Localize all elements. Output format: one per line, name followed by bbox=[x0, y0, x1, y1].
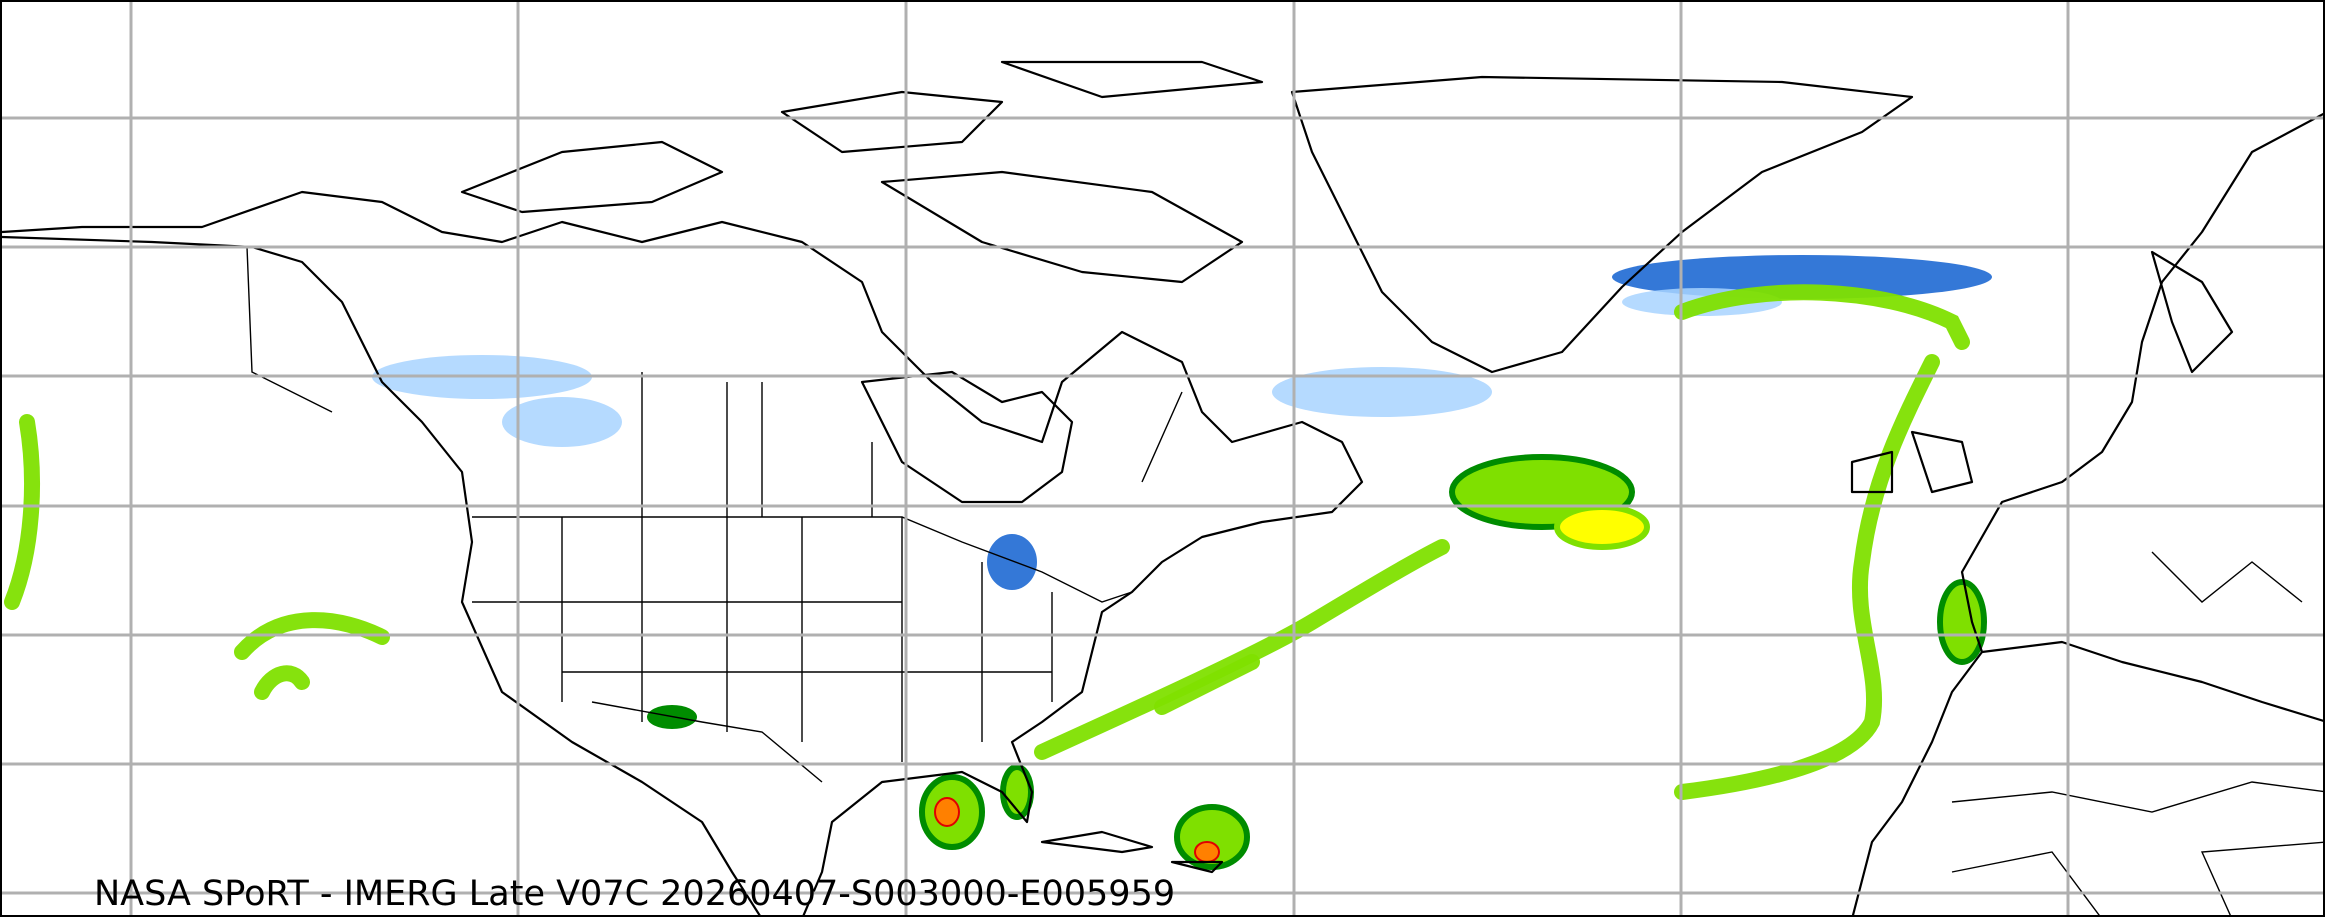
rain-area-newfoundland-2 bbox=[1554, 504, 1650, 550]
rain-area-caribbean-core bbox=[1194, 841, 1220, 863]
map-caption: NASA SPoRT - IMERG Late V07C 20260407-S0… bbox=[94, 874, 1176, 914]
rain-band-atlantic-front-2 bbox=[1154, 654, 1260, 715]
snow-area-labrador bbox=[1272, 367, 1492, 417]
rain-band-atlantic-front bbox=[1034, 539, 1450, 760]
rain-band-east-atlantic bbox=[1674, 354, 1940, 800]
border-europe-africa bbox=[1951, 551, 2323, 915]
border-canada-provinces bbox=[641, 372, 1183, 517]
snow-area-greenland-south bbox=[1612, 255, 1992, 299]
coastline-greenland bbox=[1290, 75, 1914, 374]
snow-area-great-lakes bbox=[987, 534, 1037, 590]
rain-band-pacific-west bbox=[4, 414, 40, 610]
snow-area-canada-west-2 bbox=[502, 397, 622, 447]
coastline-north-america bbox=[2, 190, 1364, 915]
coastline-arctic-islands bbox=[460, 60, 1264, 284]
rain-area-gulf-core bbox=[934, 797, 960, 827]
rain-band-pacific-swirl bbox=[234, 612, 390, 700]
border-us-mexico bbox=[591, 701, 823, 783]
political-borders bbox=[246, 246, 2323, 915]
rain-precipitation bbox=[4, 284, 1987, 870]
coastline-mediterranean bbox=[1981, 640, 2323, 722]
coastline-europe bbox=[1850, 112, 2323, 915]
rain-area-iberia bbox=[1937, 579, 1987, 665]
coastlines bbox=[2, 60, 2323, 915]
coastline-caribbean bbox=[1040, 830, 1224, 874]
coastline-hudson-bay bbox=[860, 370, 1074, 504]
snow-precipitation bbox=[372, 255, 1992, 590]
border-us-states bbox=[472, 517, 1053, 762]
border-alaska-canada bbox=[246, 246, 333, 413]
border-us-canada bbox=[472, 516, 1133, 603]
rain-band-iceland-low bbox=[1674, 284, 1970, 350]
